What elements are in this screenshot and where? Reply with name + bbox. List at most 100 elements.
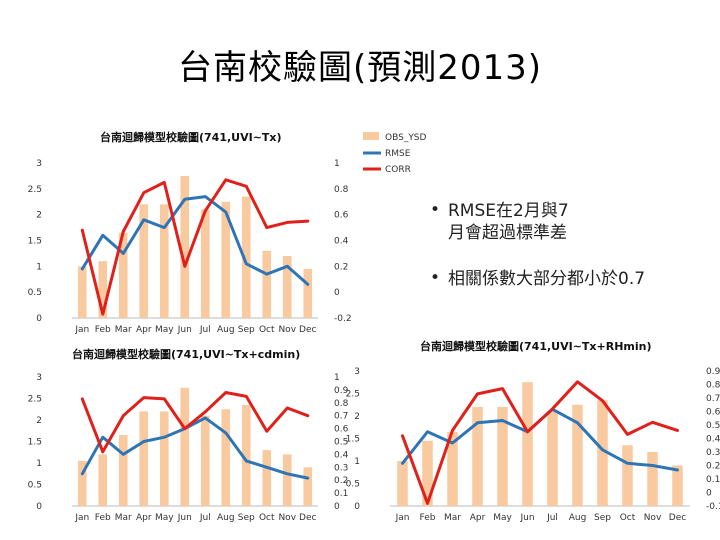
slide-title: 台南校驗圖(預測2013) xyxy=(177,48,543,88)
bar-obs-ysd xyxy=(241,404,251,506)
y2-tick-label: 0.1 xyxy=(706,475,720,485)
x-tick-label: Apr xyxy=(136,513,152,523)
bar-obs-ysd xyxy=(497,407,508,506)
bar-obs-ysd xyxy=(572,404,583,506)
bar-obs-ysd xyxy=(159,411,169,506)
bar-obs-ysd xyxy=(597,400,608,506)
y-tick-label: 2.5 xyxy=(28,185,42,195)
x-tick-label: Sep xyxy=(594,513,611,523)
y2-tick-label: 0 xyxy=(706,489,712,499)
y2-tick-label: -0.1 xyxy=(706,502,720,512)
bar-obs-ysd xyxy=(547,411,558,506)
x-tick-label: Sep xyxy=(238,325,255,335)
y-tick-label: 2 xyxy=(36,211,42,221)
bar-obs-ysd xyxy=(180,387,190,506)
x-tick-label: Aug xyxy=(569,513,587,523)
x-tick-label: Apr xyxy=(136,325,152,335)
y2-tick-label: 0.7 xyxy=(706,394,720,404)
bar-obs-ysd xyxy=(262,250,272,318)
y2-tick-label: 0.3 xyxy=(706,448,720,458)
x-tick-label: Jun xyxy=(177,325,192,335)
bar-obs-ysd xyxy=(522,382,533,506)
y2-tick-label: 0.6 xyxy=(334,425,349,435)
x-tick-label: Feb xyxy=(95,325,111,335)
y2-tick-label: 0.4 xyxy=(706,435,720,445)
bar-obs-ysd xyxy=(118,435,128,506)
bullet-dot-icon: • xyxy=(430,268,441,288)
x-tick-label: Jul xyxy=(199,513,211,523)
y2-tick-label: 0.8 xyxy=(706,381,720,391)
y-tick-label: 1.5 xyxy=(28,438,42,448)
y2-tick-label: 0.9 xyxy=(334,386,349,396)
line-rmse xyxy=(80,416,310,480)
y2-tick-label: 0.9 xyxy=(706,367,720,377)
y-tick-label: 0 xyxy=(354,502,360,512)
y-tick-label: 0 xyxy=(36,502,42,512)
y-tick-label: 0.5 xyxy=(28,288,42,298)
y2-tick-label: 0.2 xyxy=(334,262,348,272)
y-tick-label: 3 xyxy=(354,367,360,377)
x-tick-label: Aug xyxy=(217,325,235,335)
bar-obs-ysd xyxy=(282,454,292,506)
legend-swatch-obs xyxy=(363,132,379,140)
bar-obs-ysd xyxy=(422,440,433,506)
legend-label-obs: OBS_YSD xyxy=(385,133,427,143)
y2-tick-label: 0.7 xyxy=(334,412,348,422)
chart-title: 台南迴歸模型校驗圖(741,UVI~Tx+RHmin) xyxy=(420,339,652,353)
x-tick-label: Dec xyxy=(669,513,686,523)
y-tick-label: 1.5 xyxy=(28,237,42,247)
bar-obs-ysd xyxy=(200,415,210,506)
x-tick-label: Apr xyxy=(470,513,486,523)
x-tick-label: Jan xyxy=(395,513,410,523)
bar-obs-ysd xyxy=(221,409,231,506)
x-tick-label: May xyxy=(155,325,174,335)
y2-tick-label: 0.5 xyxy=(334,438,348,448)
y2-tick-label: 0.6 xyxy=(334,211,349,221)
x-tick-label: Jun xyxy=(177,513,192,523)
x-tick-label: Dec xyxy=(299,325,316,335)
y2-tick-label: 0.8 xyxy=(334,399,349,409)
y2-tick-label: 0.2 xyxy=(706,462,720,472)
bar-obs-ysd xyxy=(472,407,483,506)
bar-obs-ysd xyxy=(647,452,658,506)
y-tick-label: 0.5 xyxy=(346,480,360,490)
x-tick-label: Jul xyxy=(546,513,558,523)
x-tick-label: Feb xyxy=(95,513,111,523)
x-tick-label: Jan xyxy=(74,513,89,523)
y-tick-label: 1 xyxy=(36,262,42,272)
x-tick-label: Feb xyxy=(420,513,436,523)
y2-tick-label: 0.5 xyxy=(706,421,720,431)
y2-tick-label: 0.4 xyxy=(334,237,349,247)
bar-obs-ysd xyxy=(303,268,313,318)
bar-obs-ysd xyxy=(303,467,313,506)
x-tick-label: Aug xyxy=(217,513,235,523)
bar-obs-ysd xyxy=(98,261,108,318)
x-tick-label: Oct xyxy=(259,325,275,335)
y-tick-label: 1.5 xyxy=(346,435,360,445)
bar-obs-ysd xyxy=(98,454,108,506)
y-tick-label: 2 xyxy=(36,416,42,426)
x-tick-label: Nov xyxy=(278,513,296,523)
bar-obs-ysd xyxy=(262,450,272,506)
bar-obs-ysd xyxy=(118,232,128,318)
bullet-dot-icon: • xyxy=(430,200,441,220)
y2-tick-label: 0.3 xyxy=(334,463,348,473)
line-corr xyxy=(80,178,310,316)
bar-obs-ysd xyxy=(200,209,210,318)
y-tick-label: 1 xyxy=(36,459,42,469)
x-tick-label: Jun xyxy=(519,513,534,523)
x-tick-label: Sep xyxy=(238,513,255,523)
y-tick-label: 2 xyxy=(354,412,360,422)
bar-obs-ysd xyxy=(241,196,251,318)
bar-obs-ysd xyxy=(159,204,169,318)
y2-tick-label: 0.8 xyxy=(334,185,349,195)
line-corr xyxy=(401,380,679,505)
y2-tick-label: 1 xyxy=(334,373,340,383)
y2-tick-label: 0.1 xyxy=(334,489,348,499)
x-tick-label: Oct xyxy=(259,513,275,523)
bar-obs-ysd xyxy=(447,431,458,506)
bar-obs-ysd xyxy=(180,175,190,318)
x-tick-label: Oct xyxy=(620,513,636,523)
chart-title: 台南迴歸模型校驗圖(741,UVI~Tx) xyxy=(100,130,282,144)
x-tick-label: Mar xyxy=(115,325,132,335)
